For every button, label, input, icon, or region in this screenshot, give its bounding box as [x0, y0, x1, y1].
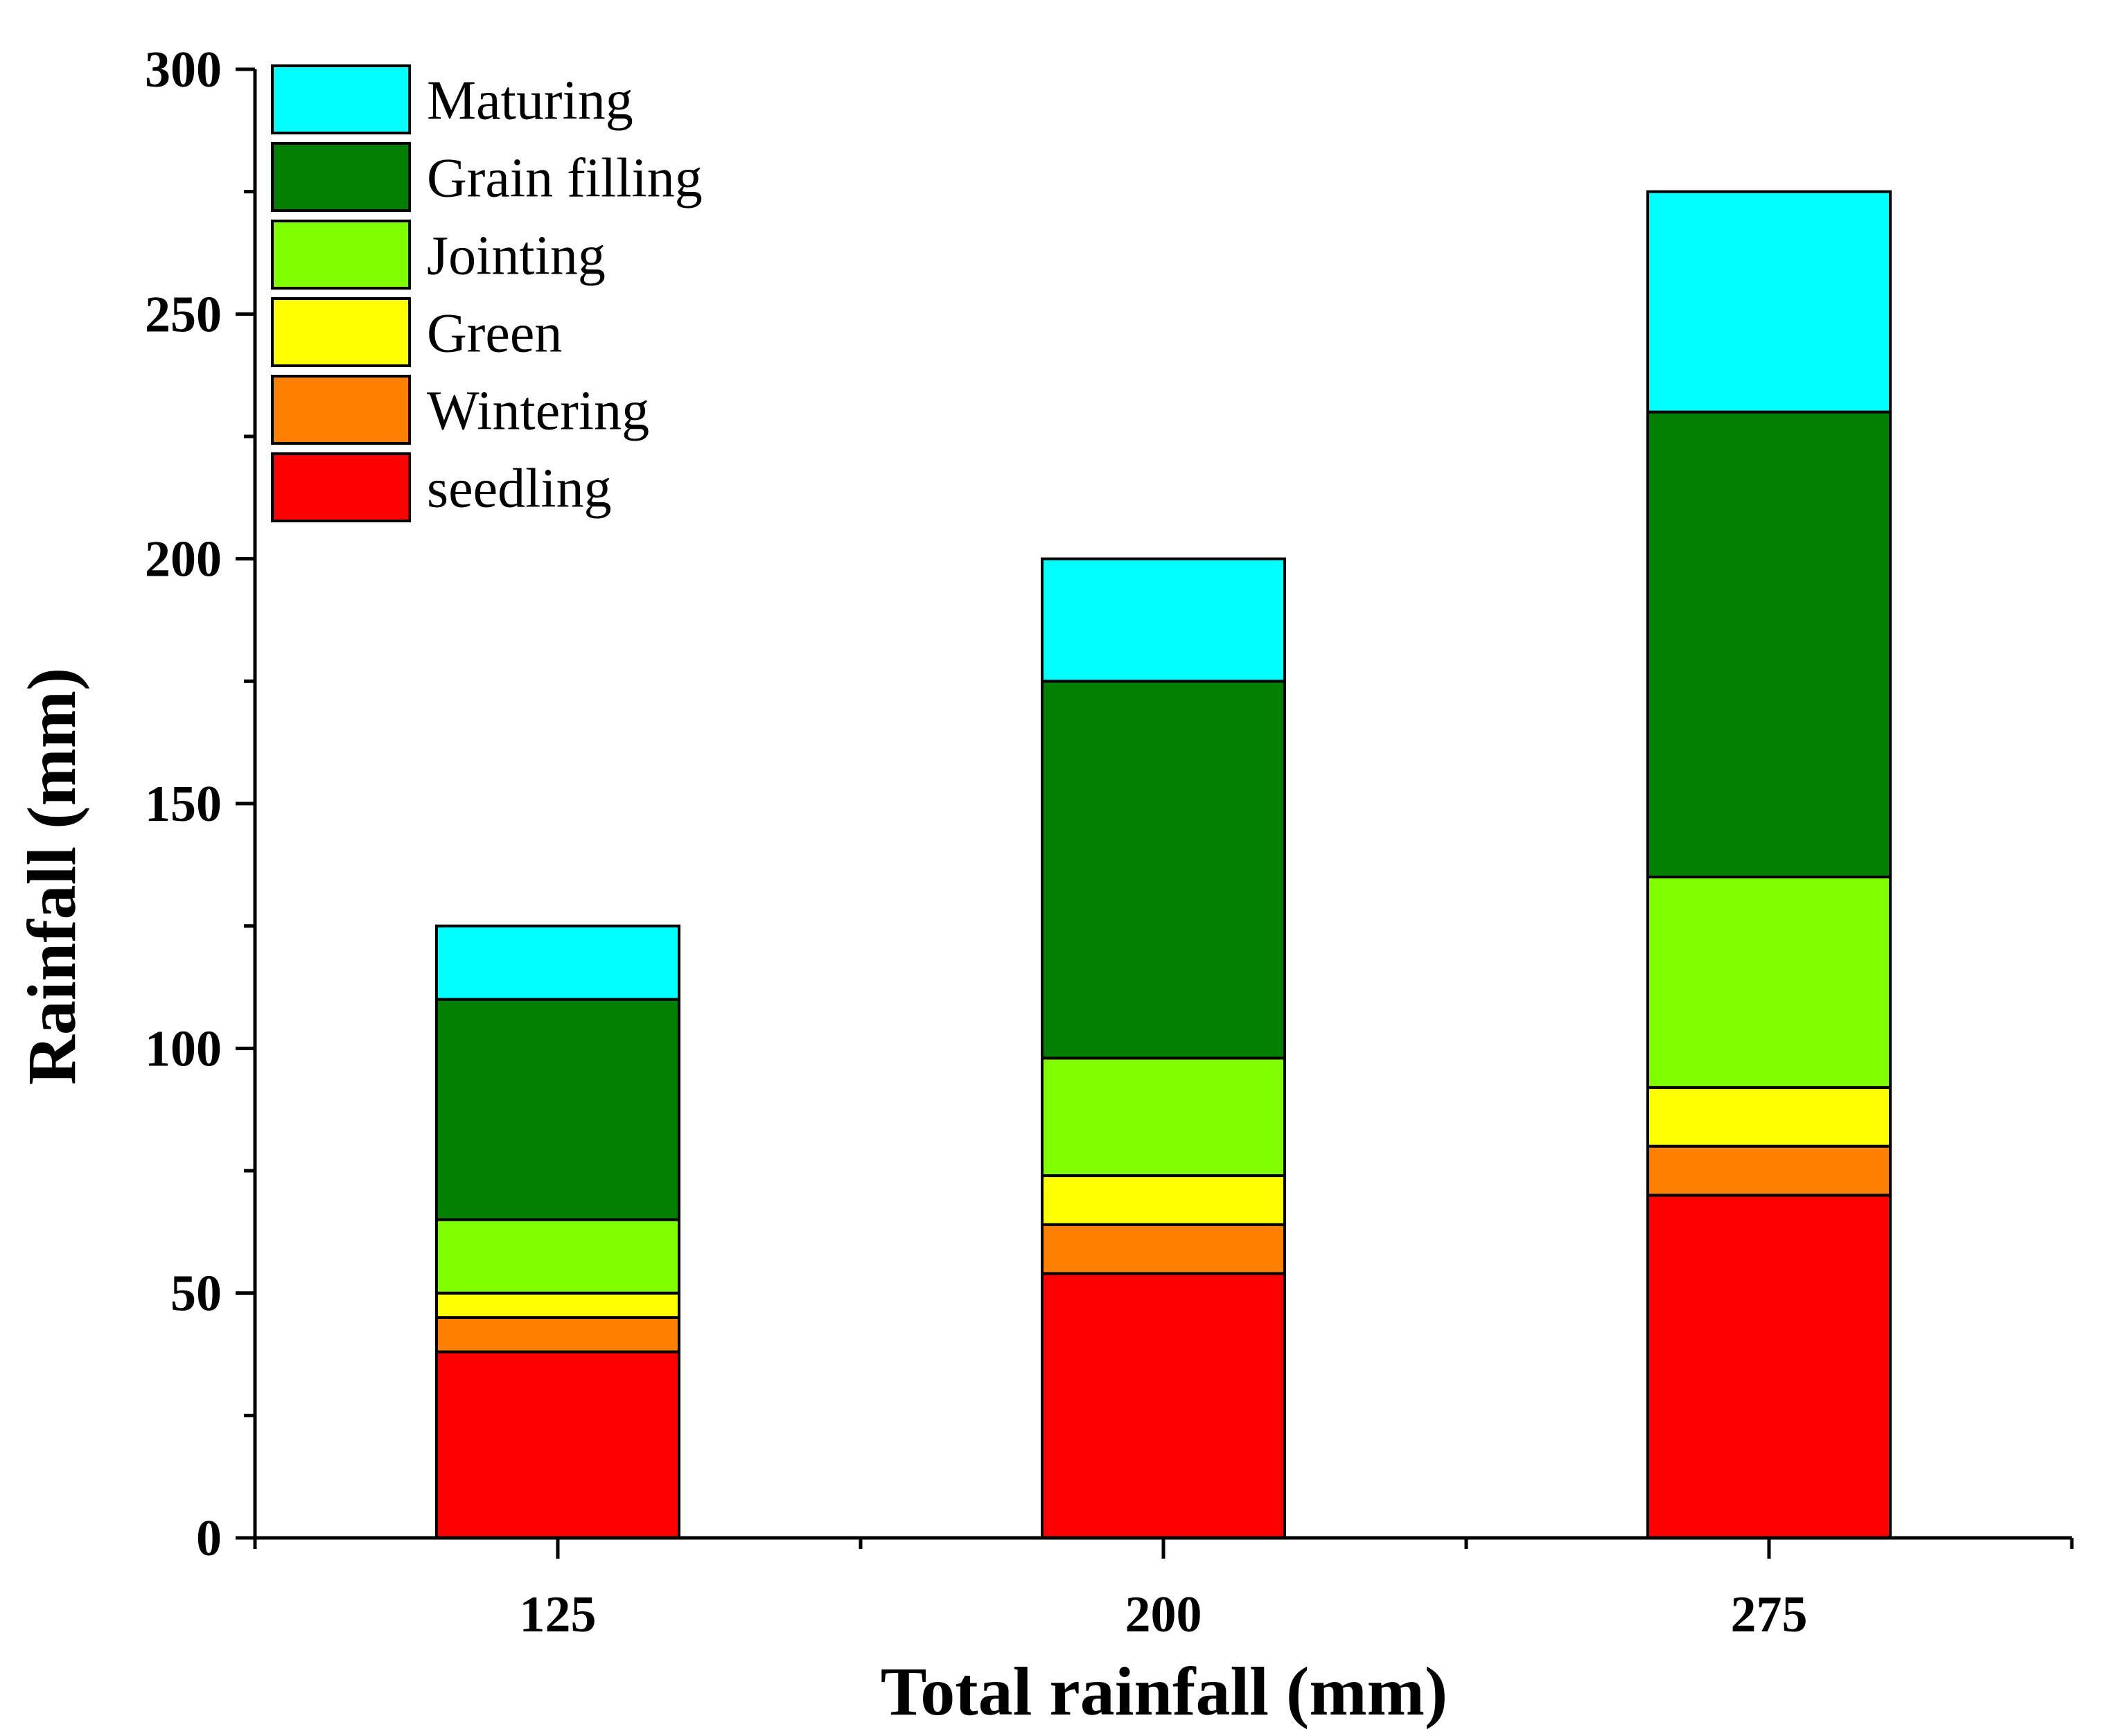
bar-jointing-125: [435, 1218, 680, 1295]
x-axis-title: Total rainfall (mm): [881, 1653, 1448, 1730]
legend-label: Maturing: [427, 71, 633, 132]
y-tick-label: 50: [170, 1266, 222, 1322]
bar-wintering-275: [1646, 1144, 1892, 1197]
y-tick-label: 300: [145, 42, 222, 98]
bar-grain-filling-200: [1041, 680, 1286, 1060]
bar-maturing-200: [1041, 557, 1286, 683]
bar-maturing-125: [435, 924, 680, 1001]
x-tick-label: 125: [520, 1586, 597, 1643]
y-tick-label: 250: [145, 286, 222, 343]
y-tick-label: 200: [145, 531, 222, 588]
legend-label: Jointing: [427, 226, 606, 287]
legend-swatch-maturing: [271, 64, 411, 134]
legend-label: Grain filling: [427, 148, 703, 209]
bar-grain-filling-125: [435, 998, 680, 1221]
y-tick-label: 150: [145, 776, 222, 833]
legend-label: seedling: [427, 459, 612, 520]
bar-grain-filling-275: [1646, 410, 1892, 878]
legend-swatch-green: [271, 297, 411, 367]
bar-jointing-200: [1041, 1056, 1286, 1178]
bar-wintering-200: [1041, 1223, 1286, 1275]
bar-wintering-125: [435, 1316, 680, 1354]
bar-green-200: [1041, 1174, 1286, 1226]
legend-swatch-jointing: [271, 220, 411, 290]
legend-swatch-grain-filling: [271, 142, 411, 212]
y-axis-title: Rainfall (mm): [13, 668, 90, 1086]
bar-seedling-200: [1041, 1272, 1286, 1540]
y-tick-label: 0: [196, 1510, 222, 1567]
bar-maturing-275: [1646, 190, 1892, 414]
legend-swatch-seedling: [271, 452, 411, 522]
x-tick-label: 275: [1731, 1586, 1808, 1643]
y-tick-label: 100: [145, 1020, 222, 1077]
x-tick-label: 200: [1125, 1586, 1202, 1643]
bars-group: [435, 190, 1892, 1540]
bar-seedling-125: [435, 1350, 680, 1539]
axes-group: 0 50 100 150 200 250 300 125 200 275: [145, 42, 2074, 1643]
legend-label: Green: [427, 303, 562, 364]
bar-green-275: [1646, 1086, 1892, 1148]
bar-jointing-275: [1646, 876, 1892, 1089]
legend-swatch-wintering: [271, 375, 411, 445]
bar-seedling-275: [1646, 1194, 1892, 1540]
bar-green-125: [435, 1291, 680, 1319]
legend-label: Wintering: [427, 381, 649, 442]
legend: Maturing Grain filling Jointing Green Winter…: [271, 64, 703, 522]
